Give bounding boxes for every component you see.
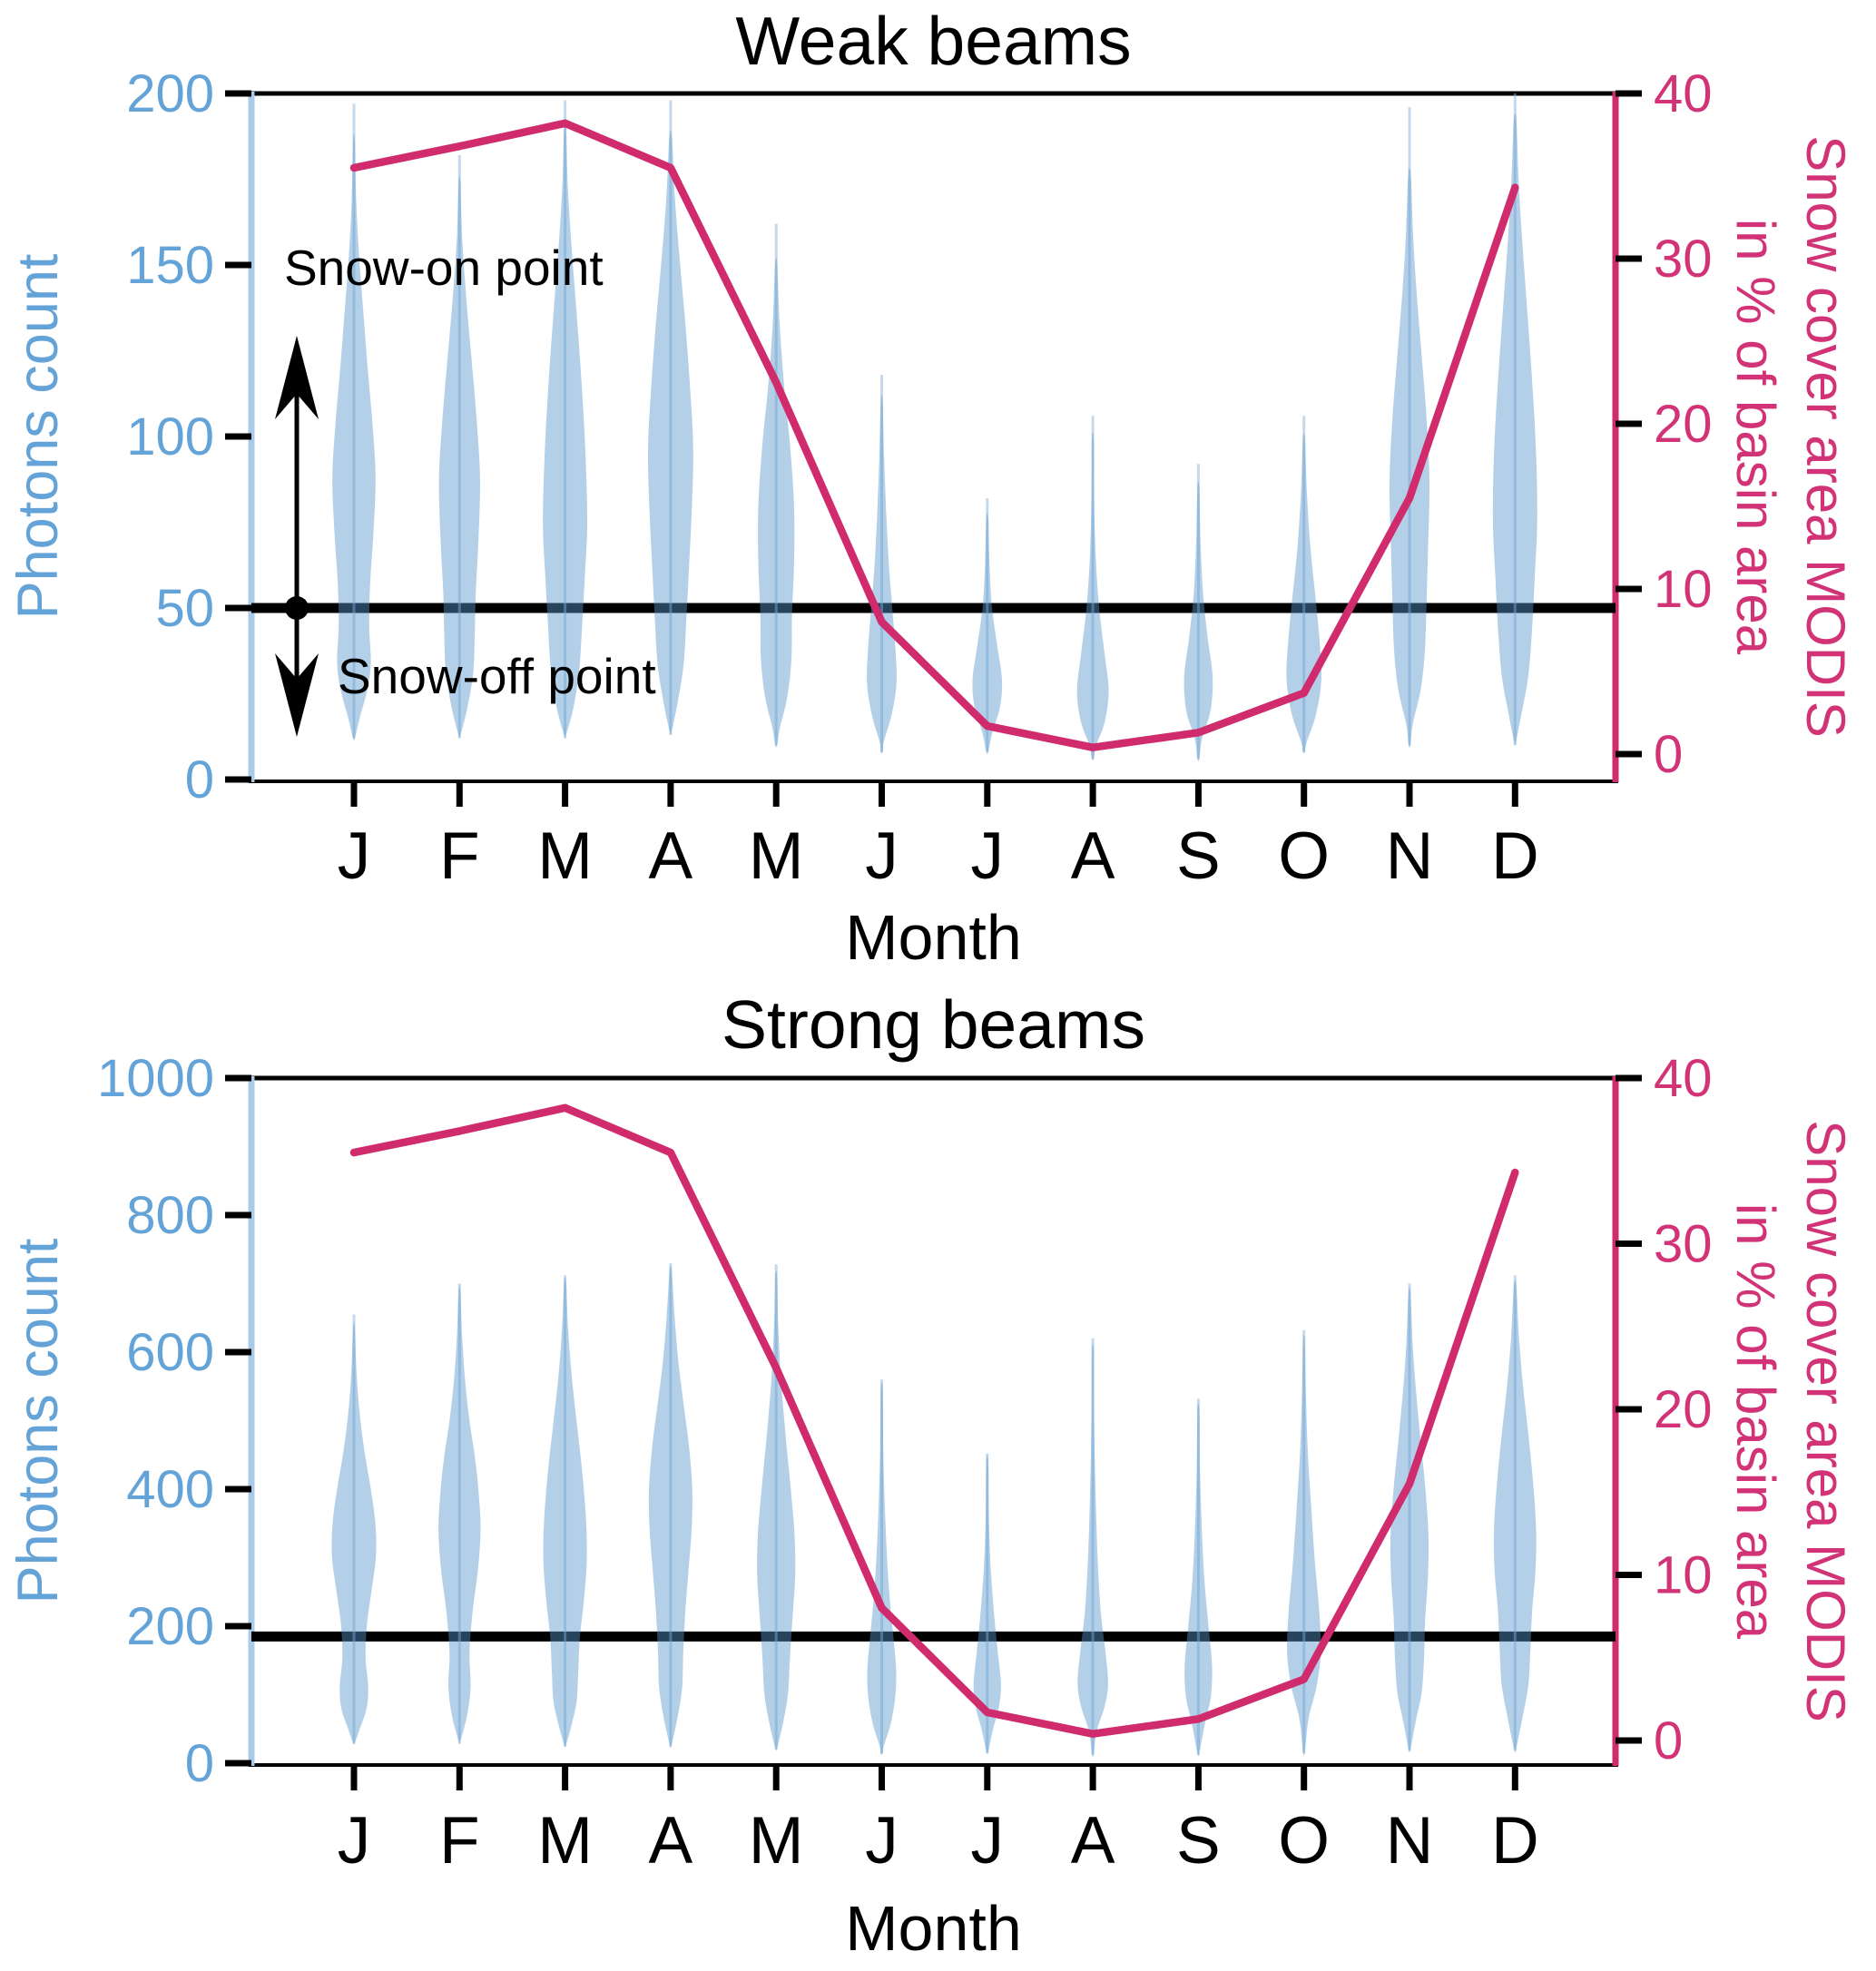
- weak-month-label-4: M: [749, 819, 804, 893]
- weak-right-axis-label: Snow cover area MODIS in % of basin area: [1720, 135, 1860, 738]
- weak-violin-O-9: [1286, 433, 1321, 754]
- weak-month-label-3: A: [649, 819, 693, 893]
- weak-month-label-7: A: [1071, 819, 1115, 893]
- strong-left-tick-label-400: 400: [126, 1460, 214, 1519]
- weak-violin-A-7: [1076, 432, 1109, 761]
- weak-month-label-5: J: [865, 819, 899, 893]
- strong-month-label-5: J: [865, 1804, 899, 1878]
- strong-violin-M-4: [757, 1270, 796, 1752]
- weak-month-label-0: J: [338, 819, 371, 893]
- weak-violin-J-6: [972, 513, 1003, 755]
- weak-violin-N-10: [1389, 168, 1430, 749]
- weak-month-label-6: J: [971, 819, 1005, 893]
- weak-violin-M-2: [543, 123, 588, 739]
- weak-month-label-11: D: [1491, 819, 1539, 893]
- strong-right-tick-label-30: 30: [1654, 1215, 1713, 1274]
- weak-x-axis-label: Month: [845, 902, 1022, 973]
- strong-month-label-7: A: [1071, 1804, 1115, 1878]
- weak-violin-M-4: [758, 257, 795, 748]
- strong-month-label-4: M: [749, 1804, 804, 1878]
- weak-violin-J-5: [867, 395, 897, 754]
- weak-snow-cover-line: [349, 119, 1519, 751]
- strong-month-label-2: M: [537, 1804, 593, 1878]
- weak-right-tick-label-40: 40: [1654, 64, 1713, 123]
- weak-left-axis-label: Photons count: [6, 253, 70, 620]
- strong-left-tick-label-600: 600: [126, 1323, 214, 1382]
- weak-month-label-10: N: [1386, 819, 1434, 893]
- strong-x-axis-label: Month: [845, 1893, 1022, 1964]
- weak-violin-D-11: [1492, 113, 1537, 746]
- weak-month-label-1: F: [439, 819, 480, 893]
- arrow-down-icon: [275, 653, 319, 737]
- weak-month-label-9: O: [1278, 819, 1330, 893]
- strong-left-tick-label-0: 0: [185, 1734, 214, 1793]
- strong-violin-M-2: [543, 1278, 587, 1748]
- threshold-point-dot: [285, 596, 309, 620]
- weak-right-tick-label-0: 0: [1654, 725, 1683, 784]
- strong-month-label-9: O: [1278, 1804, 1330, 1878]
- strong-right-axis-label-line1: Snow cover area MODIS: [1794, 1120, 1856, 1722]
- strong-left-tick-label-800: 800: [126, 1186, 214, 1245]
- weak-violin-F-1: [438, 175, 480, 739]
- weak-right-tick-label-20: 20: [1654, 395, 1713, 454]
- strong-violin-J-0: [331, 1322, 377, 1745]
- weak-left-tick-label-50: 50: [155, 579, 214, 638]
- strong-month-label-8: S: [1176, 1804, 1221, 1878]
- weak-month-label-2: M: [537, 819, 593, 893]
- weak-right-tick-label-10: 10: [1654, 560, 1713, 619]
- strong-violin-D-11: [1493, 1280, 1537, 1754]
- strong-right-tick-label-0: 0: [1654, 1711, 1683, 1770]
- strong-beams-title: Strong beams: [722, 986, 1145, 1063]
- weak-left-tick-label-0: 0: [185, 750, 214, 809]
- weak-violin-A-3: [647, 131, 693, 736]
- arrow-up-icon: [275, 336, 319, 419]
- strong-left-axis-label: Photons count: [6, 1238, 70, 1604]
- strong-violin-O-9: [1287, 1334, 1321, 1756]
- weak-beams-title: Weak beams: [735, 3, 1132, 79]
- weak-right-tick-label-30: 30: [1654, 230, 1713, 289]
- weak-violin-J-0: [332, 133, 376, 741]
- strong-violin-S-8: [1184, 1403, 1213, 1757]
- strong-right-axis-label: Snow cover area MODIS in % of basin area: [1720, 1120, 1860, 1722]
- weak-right-axis-label-line1: Snow cover area MODIS: [1794, 135, 1856, 738]
- strong-right-tick-label-20: 20: [1654, 1380, 1713, 1439]
- strong-left-tick-label-200: 200: [126, 1597, 214, 1656]
- strong-violin-A-7: [1077, 1343, 1108, 1758]
- strong-left-tick-label-1000: 1000: [97, 1049, 214, 1108]
- weak-left-tick-label-200: 200: [126, 64, 214, 123]
- strong-month-label-6: J: [971, 1804, 1005, 1878]
- snow-on-point-annotation: Snow-on point: [284, 240, 604, 296]
- strong-month-label-3: A: [649, 1804, 693, 1878]
- strong-month-label-10: N: [1386, 1804, 1434, 1878]
- strong-right-axis-label-line2: in % of basin area: [1725, 1202, 1786, 1640]
- strong-violin-J-5: [867, 1382, 897, 1755]
- strong-right-tick-label-10: 10: [1654, 1546, 1713, 1605]
- strong-violin-A-3: [648, 1265, 692, 1749]
- strong-violin-F-1: [438, 1286, 481, 1743]
- weak-left-tick-label-150: 150: [126, 236, 214, 295]
- weak-month-label-8: S: [1176, 819, 1221, 893]
- strong-violin-N-10: [1390, 1287, 1429, 1753]
- strong-month-label-11: D: [1491, 1804, 1539, 1878]
- weak-left-tick-label-100: 100: [126, 407, 214, 466]
- weak-right-axis-label-line2: in % of basin area: [1725, 218, 1786, 655]
- strong-month-label-0: J: [338, 1804, 371, 1878]
- snow-off-point-annotation: Snow-off point: [338, 648, 656, 704]
- weak-violin-S-8: [1184, 481, 1213, 762]
- strong-violin-J-6: [973, 1455, 1001, 1755]
- strong-month-label-1: F: [439, 1804, 480, 1878]
- strong-right-tick-label-40: 40: [1654, 1049, 1713, 1108]
- strong-snow-cover-line: [349, 1103, 1519, 1738]
